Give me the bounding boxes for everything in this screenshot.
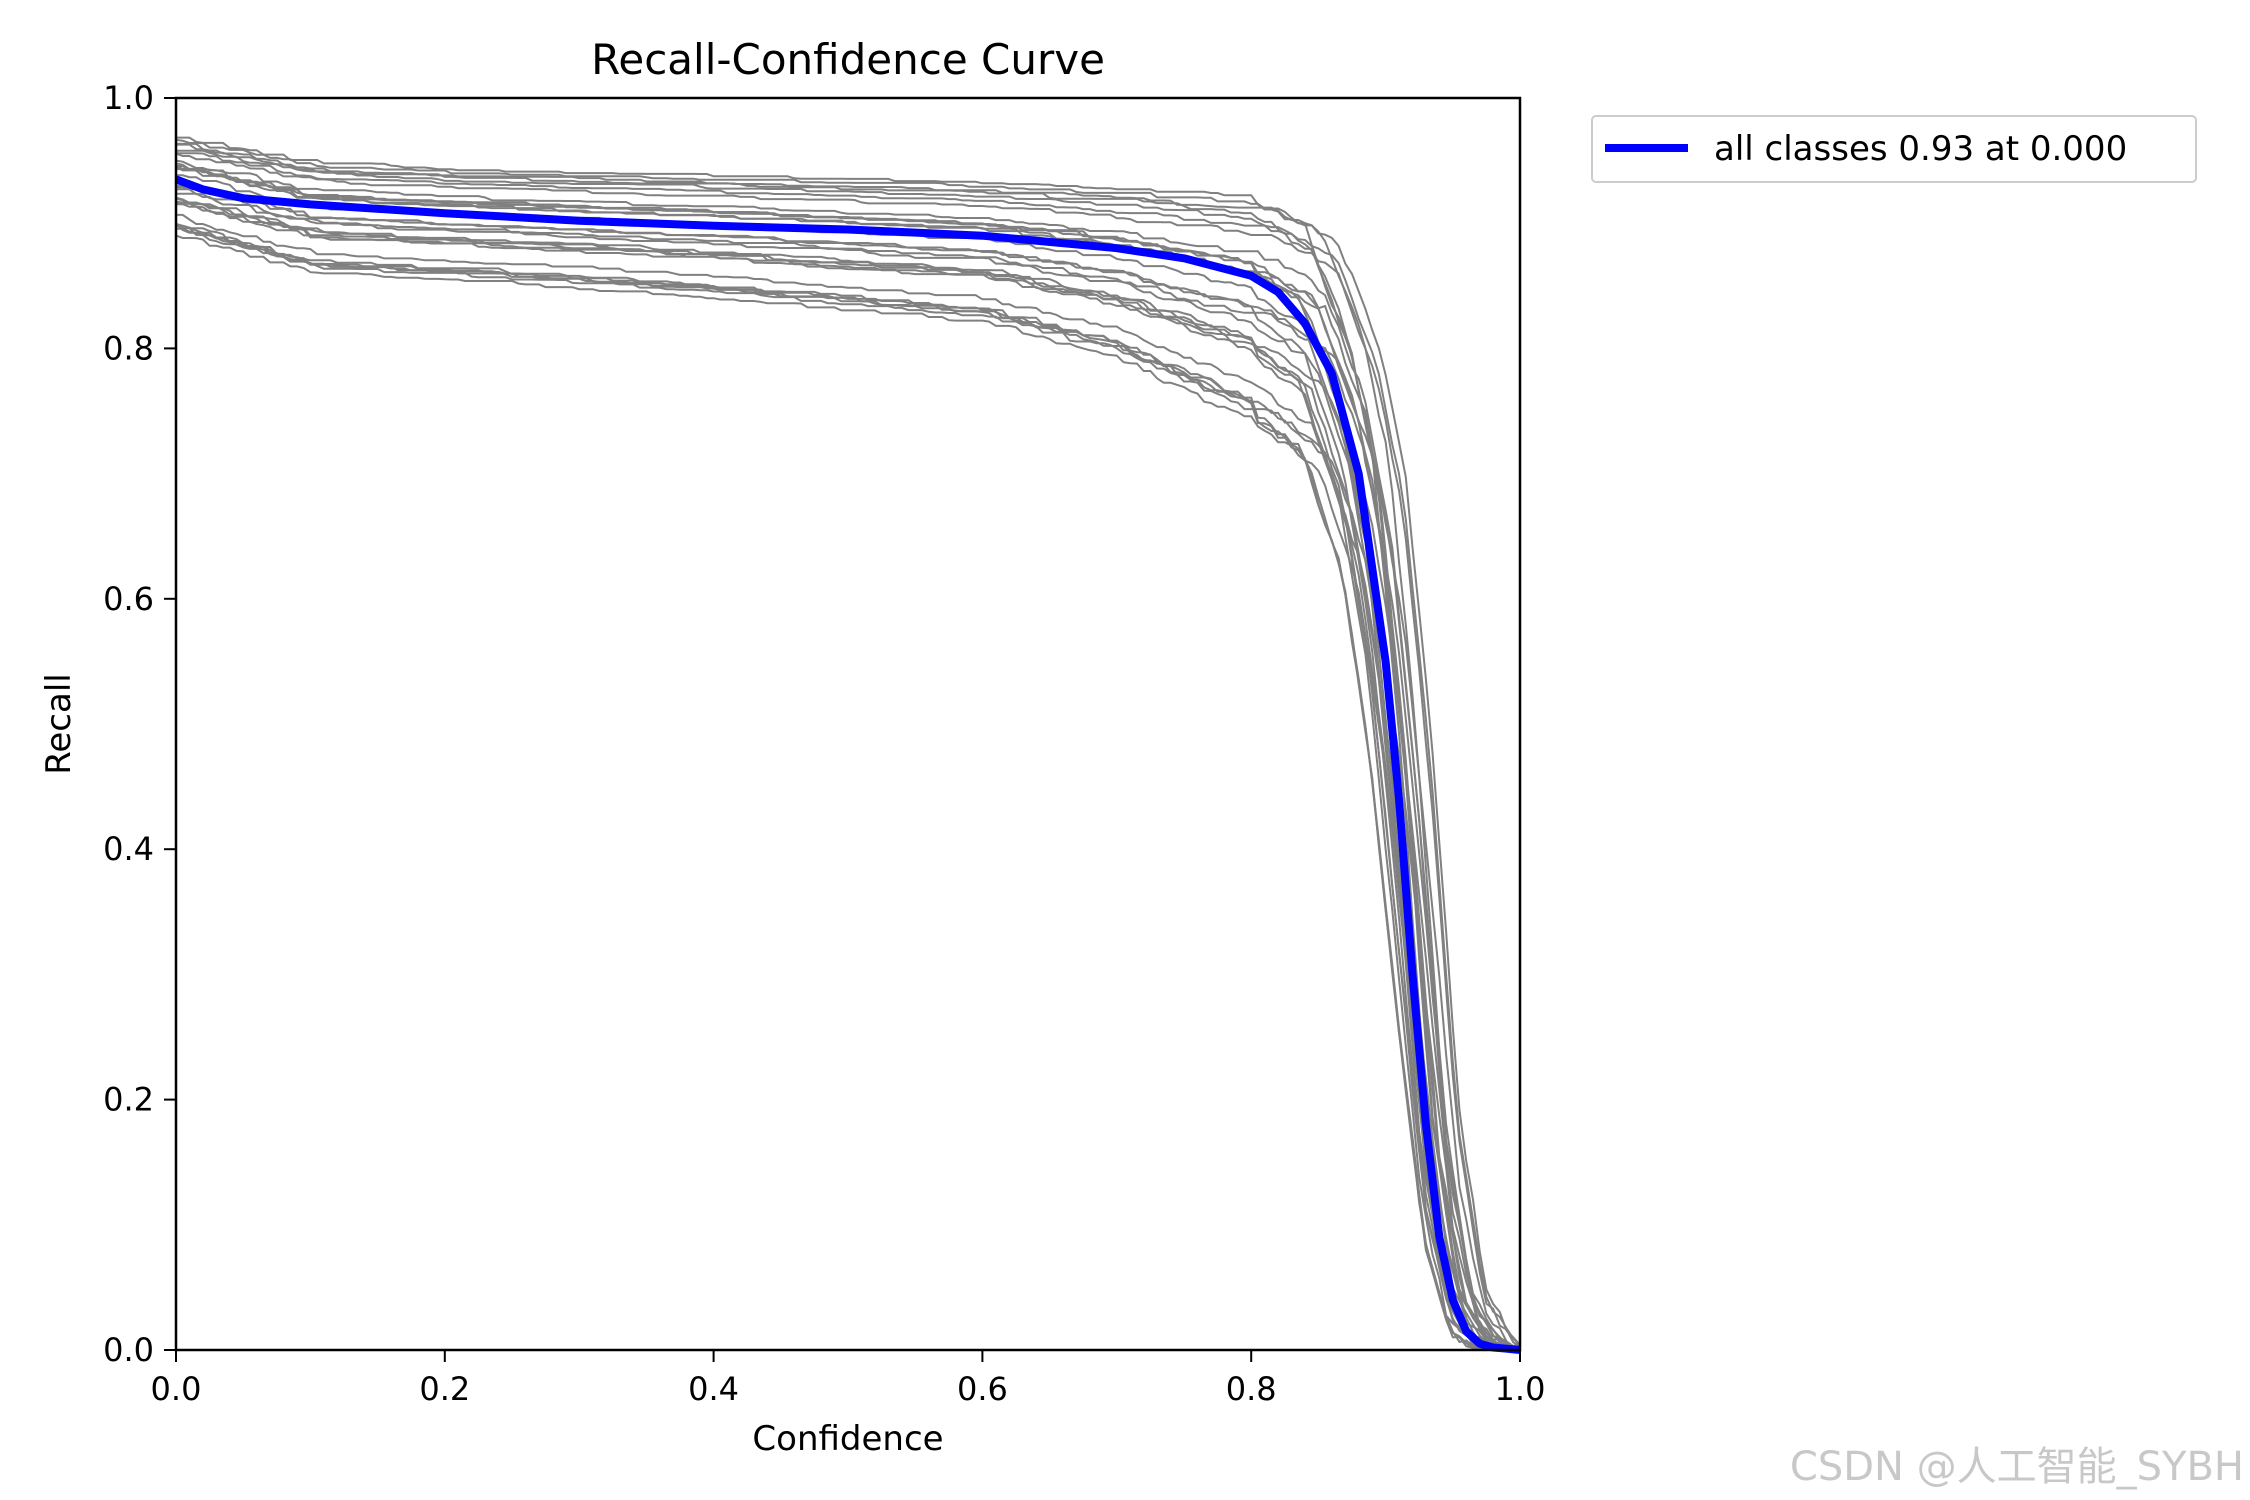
x-tick-label: 0.8 <box>1226 1370 1277 1408</box>
class-curve <box>175 159 1521 1351</box>
watermark: CSDN @人工智能_SYBH <box>1789 1444 2244 1490</box>
class-curve <box>175 223 1521 1352</box>
class-curve <box>176 168 1521 1350</box>
y-tick-label: 0.2 <box>103 1081 154 1119</box>
class-curve <box>175 223 1521 1352</box>
y-axis: 0.0 0.2 0.4 0.6 0.8 1.0 <box>103 79 176 1369</box>
class-curve <box>176 149 1521 1352</box>
class-curve <box>176 192 1521 1352</box>
all-classes-curve <box>174 175 1521 1354</box>
x-axis-label: Confidence <box>752 1419 943 1459</box>
x-tick-label: 0.2 <box>419 1370 470 1408</box>
plot-area <box>174 136 1521 1354</box>
legend-label: all classes 0.93 at 0.000 <box>1714 129 2127 169</box>
x-tick-label: 0.6 <box>957 1370 1008 1408</box>
class-curve <box>176 188 1521 1352</box>
chart-title: Recall-Confidence Curve <box>591 35 1105 84</box>
legend-box <box>1591 115 2197 183</box>
class-curve <box>175 197 1520 1351</box>
class-curve <box>176 136 1521 1351</box>
class-curve <box>176 213 1521 1351</box>
y-tick-label: 0.4 <box>103 830 154 868</box>
class-curve <box>175 142 1521 1346</box>
class-curve <box>176 186 1521 1348</box>
class-curve <box>175 224 1521 1352</box>
x-axis: 0.0 0.2 0.4 0.6 0.8 1.0 <box>151 1350 1546 1408</box>
class-curve <box>175 165 1521 1351</box>
class-curve <box>176 227 1521 1352</box>
class-curve <box>175 222 1521 1352</box>
class-curve <box>176 184 1521 1348</box>
class-curve <box>175 196 1521 1351</box>
x-tick-label: 0.4 <box>688 1370 739 1408</box>
y-tick-label: 0.8 <box>103 329 154 367</box>
y-tick-label: 0.6 <box>103 580 154 618</box>
class-curve <box>176 152 1521 1346</box>
y-tick-label: 0.0 <box>103 1331 154 1369</box>
class-curve <box>176 203 1520 1351</box>
class-curve <box>175 138 1521 1351</box>
class-curve <box>175 234 1520 1351</box>
class-curve <box>175 164 1521 1352</box>
class-curve <box>176 143 1521 1351</box>
y-axis-label: Recall <box>39 673 79 774</box>
y-tick-label: 1.0 <box>103 79 154 117</box>
class-curve <box>175 152 1521 1347</box>
plot-frame <box>174 96 1522 1352</box>
x-tick-label: 0.0 <box>151 1370 202 1408</box>
x-tick-label: 1.0 <box>1495 1370 1546 1408</box>
legend: all classes 0.93 at 0.000 <box>1591 115 2197 183</box>
